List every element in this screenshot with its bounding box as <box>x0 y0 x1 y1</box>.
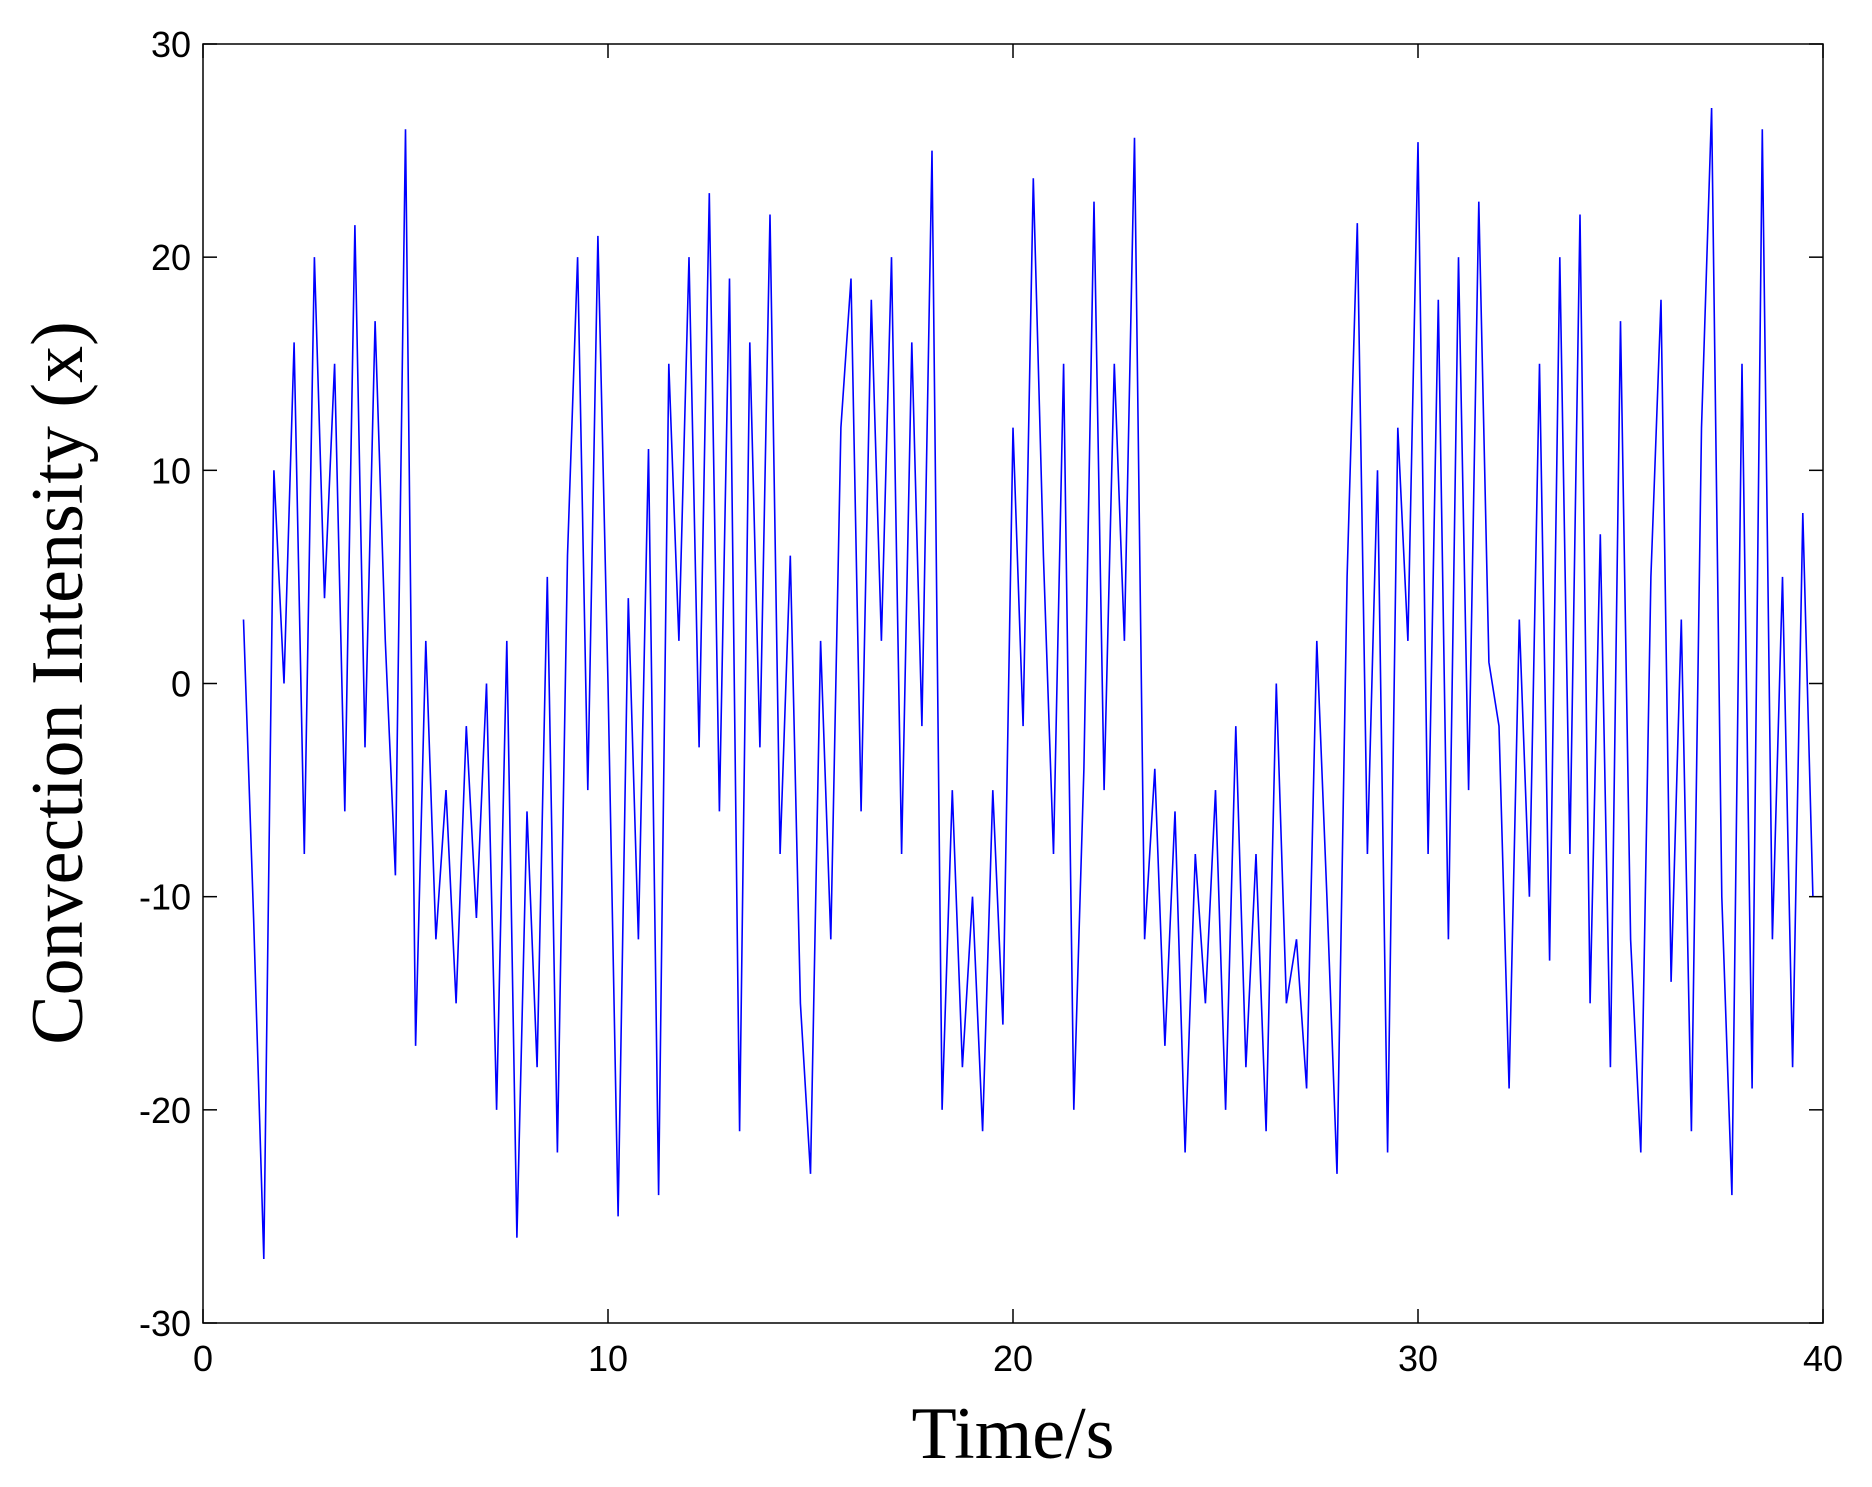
y-tick-label: -10 <box>139 877 191 918</box>
data-line <box>242 107 1814 1260</box>
y-tick-label: 10 <box>151 450 191 491</box>
x-tick-label: 0 <box>193 1338 213 1379</box>
y-tick-label: 0 <box>171 664 191 705</box>
x-tick-label: 40 <box>1803 1338 1843 1379</box>
x-tick-label: 30 <box>1398 1338 1438 1379</box>
x-tick-label: 20 <box>993 1338 1033 1379</box>
y-tick-label: 20 <box>151 237 191 278</box>
x-axis-label: Time/s <box>912 1393 1115 1475</box>
y-tick-label: -30 <box>139 1303 191 1344</box>
y-axis-label: Convection Intensity (x) <box>17 321 99 1044</box>
y-tick-label: -20 <box>139 1090 191 1131</box>
y-tick-label: 30 <box>151 24 191 65</box>
x-tick-label: 10 <box>588 1338 628 1379</box>
